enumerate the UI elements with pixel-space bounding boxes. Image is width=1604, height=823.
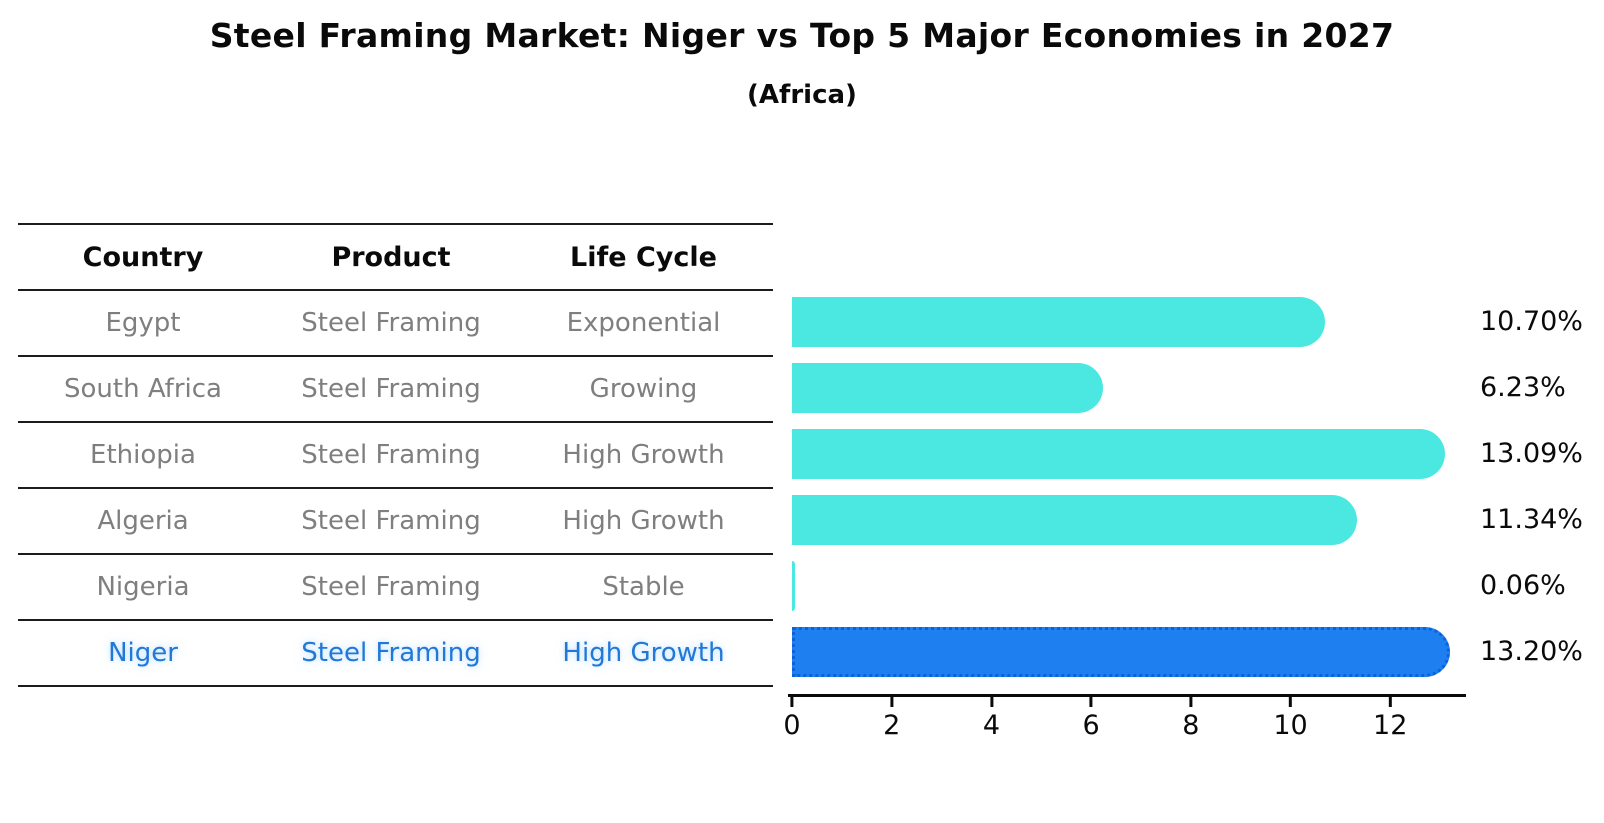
lifecycle-cell: Growing bbox=[589, 374, 698, 404]
bar-row bbox=[792, 355, 1465, 421]
country-cell: Niger bbox=[108, 638, 178, 668]
lifecycle-cell: High Growth bbox=[562, 638, 725, 668]
bar-algeria bbox=[792, 495, 1358, 545]
x-tick-label: 6 bbox=[1082, 710, 1100, 741]
bar-chart bbox=[792, 223, 1465, 685]
x-axis: 0 2 4 6 8 10 12 bbox=[783, 697, 1465, 757]
bar-value-label-ethiopia: 13.09% bbox=[1480, 438, 1583, 469]
x-tick-label: 12 bbox=[1373, 710, 1408, 741]
lifecycle-cell: Exponential bbox=[566, 308, 721, 338]
column-header-country: Country bbox=[82, 241, 204, 273]
table-row-south-africa: South Africa Steel Framing Growing bbox=[18, 355, 773, 421]
country-cell: Algeria bbox=[97, 506, 189, 536]
product-cell: Steel Framing bbox=[301, 440, 481, 470]
x-tick: 4 bbox=[983, 697, 1000, 741]
x-tick-mark bbox=[890, 697, 894, 707]
bar-value-label-egypt: 10.70% bbox=[1480, 306, 1583, 337]
bar-row bbox=[792, 553, 1465, 619]
x-tick-mark bbox=[1388, 697, 1392, 707]
bar-value-label-niger: 13.20% bbox=[1480, 636, 1583, 667]
table-row-egypt: Egypt Steel Framing Exponential bbox=[18, 289, 773, 355]
x-tick-mark bbox=[1289, 697, 1293, 707]
product-cell: Steel Framing bbox=[301, 308, 481, 338]
bar-value-label-nigeria: 0.06% bbox=[1480, 570, 1566, 601]
table-row-ethiopia: Ethiopia Steel Framing High Growth bbox=[18, 421, 773, 487]
x-tick-label: 2 bbox=[883, 710, 901, 741]
lifecycle-cell: Stable bbox=[602, 572, 685, 602]
table-row-niger: Niger Steel Framing High Growth bbox=[18, 619, 773, 685]
bar-value-label-algeria: 11.34% bbox=[1480, 504, 1583, 535]
x-tick-label: 0 bbox=[783, 710, 801, 741]
lifecycle-cell: High Growth bbox=[562, 440, 725, 470]
country-cell: Nigeria bbox=[96, 572, 190, 602]
product-cell: Steel Framing bbox=[301, 572, 481, 602]
bar-value-label-south-africa: 6.23% bbox=[1480, 372, 1566, 403]
bar-niger bbox=[792, 627, 1451, 677]
product-cell: Steel Framing bbox=[301, 506, 481, 536]
bar-south-africa bbox=[792, 363, 1103, 413]
x-tick-mark bbox=[989, 697, 993, 707]
x-tick-label: 10 bbox=[1273, 710, 1308, 741]
chart-subtitle: (Africa) bbox=[747, 80, 857, 110]
country-cell: Egypt bbox=[105, 308, 181, 338]
column-header-lifecycle: Life Cycle bbox=[570, 241, 717, 273]
bar-row bbox=[792, 289, 1465, 355]
x-axis-line bbox=[788, 694, 1466, 697]
x-tick-label: 8 bbox=[1182, 710, 1200, 741]
x-tick: 2 bbox=[883, 697, 900, 741]
product-cell: Steel Framing bbox=[301, 638, 481, 668]
x-tick: 12 bbox=[1373, 697, 1407, 741]
table-row-nigeria: Nigeria Steel Framing Stable bbox=[18, 553, 773, 619]
lifecycle-cell: High Growth bbox=[562, 506, 725, 536]
chart-title: Steel Framing Market: Niger vs Top 5 Maj… bbox=[209, 16, 1395, 55]
product-cell: Steel Framing bbox=[301, 374, 481, 404]
bar-row bbox=[792, 487, 1465, 553]
column-header-product: Product bbox=[331, 241, 451, 273]
bar-row bbox=[792, 421, 1465, 487]
country-cell: South Africa bbox=[64, 374, 222, 404]
table-row-algeria: Algeria Steel Framing High Growth bbox=[18, 487, 773, 553]
x-tick-mark bbox=[790, 697, 794, 707]
bar-ethiopia bbox=[792, 429, 1445, 479]
x-tick-label: 4 bbox=[982, 710, 1000, 741]
x-tick-mark bbox=[1189, 697, 1193, 707]
table-header-row: Country Product Life Cycle bbox=[18, 223, 773, 289]
x-tick: 0 bbox=[783, 697, 801, 741]
x-tick-mark bbox=[1089, 697, 1093, 707]
bar-nigeria bbox=[792, 561, 795, 611]
bar-row bbox=[792, 619, 1465, 685]
bar-egypt bbox=[792, 297, 1326, 347]
country-cell: Ethiopia bbox=[90, 440, 196, 470]
x-tick: 10 bbox=[1273, 697, 1308, 741]
comparison-table: Country Product Life Cycle Egypt Steel F… bbox=[18, 223, 773, 687]
x-tick: 8 bbox=[1182, 697, 1199, 741]
x-tick: 6 bbox=[1083, 697, 1100, 741]
